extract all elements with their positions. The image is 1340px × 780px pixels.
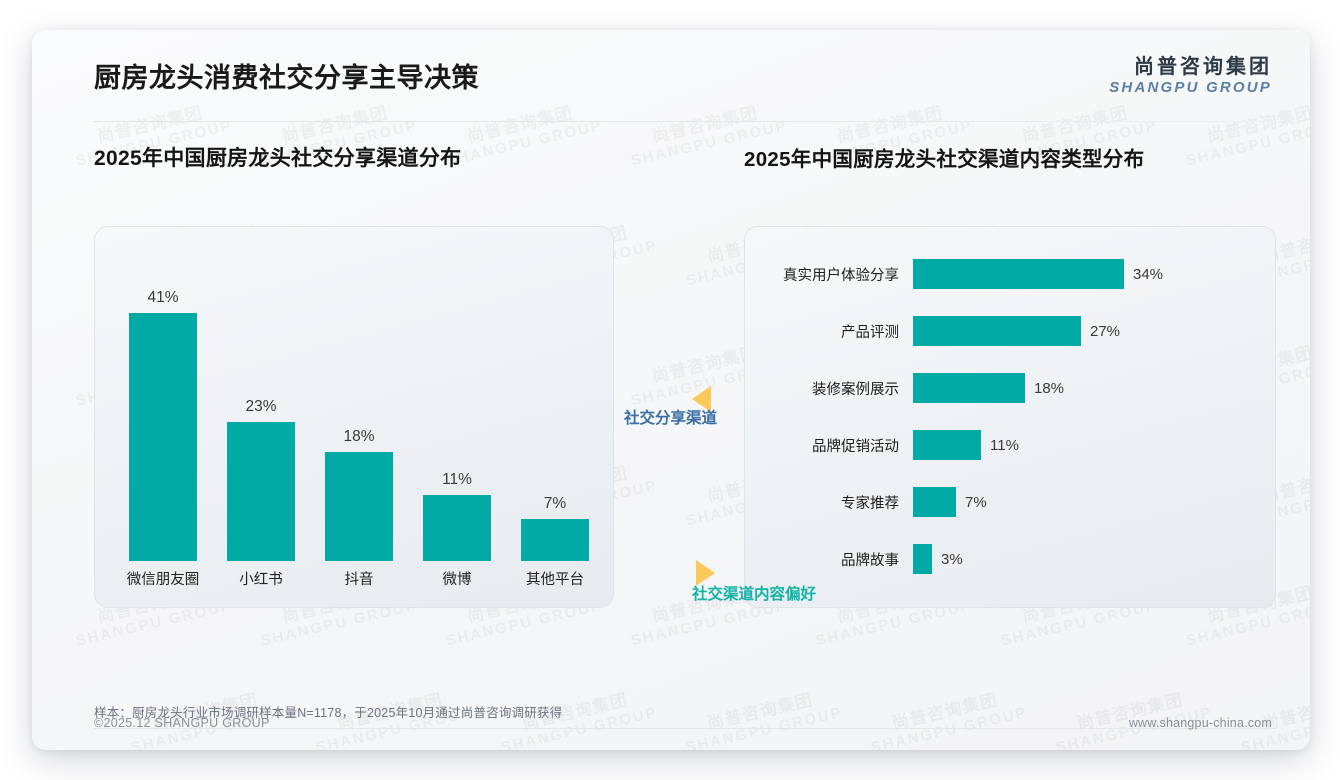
footer-copyright: ©2025.12 SHANGPU GROUP xyxy=(94,716,270,730)
bar-row: 品牌故事 3% xyxy=(745,544,1275,574)
logo-english-text: SHANGPU GROUP xyxy=(1109,79,1272,96)
annotation-label-2: 社交渠道内容偏好 xyxy=(692,586,817,603)
vertical-bar-chart: 41% 微信朋友圈 23% 小红书 18% 抖音 11% 微博 7% 其他平台 xyxy=(111,227,601,607)
bar-rect[interactable] xyxy=(913,544,932,574)
triangle-right-icon xyxy=(696,560,715,586)
bar-category-label: 微博 xyxy=(442,572,472,588)
bar-value-label: 41% xyxy=(147,289,179,306)
right-chart-title: 2025年中国厨房龙头社交渠道内容类型分布 xyxy=(744,148,1145,171)
annotation-social-channel: 社交分享渠道 xyxy=(624,386,717,428)
annotation-label-1: 社交分享渠道 xyxy=(624,410,718,427)
bar-row: 产品评测 27% xyxy=(745,316,1275,346)
bar-value-label: 7% xyxy=(965,493,987,511)
bar-category-label: 其他平台 xyxy=(526,572,584,588)
bar-value-label: 7% xyxy=(543,495,567,512)
bar-column: 41% xyxy=(129,289,197,561)
bar-value-label: 18% xyxy=(343,428,375,445)
bar-category-label: 产品评测 xyxy=(841,324,899,341)
left-chart-column: 2025年中国厨房龙头社交分享渠道分布 41% 微信朋友圈 23% 小红书 18% 抖音 1… xyxy=(94,142,614,608)
bar-row: 真实用户体验分享 34% xyxy=(745,259,1275,289)
bar-category-label: 品牌故事 xyxy=(841,552,899,569)
bar-rect[interactable] xyxy=(913,487,956,517)
bar-column: 18% xyxy=(325,428,393,561)
bar-category-label: 专家推荐 xyxy=(841,495,899,512)
bar-value-label: 34% xyxy=(1133,265,1164,283)
bar-row: 装修案例展示 18% xyxy=(745,373,1275,403)
bar-value-label: 3% xyxy=(941,550,963,568)
bar-value-label: 11% xyxy=(442,471,472,488)
bar-value-label: 23% xyxy=(245,398,277,415)
bar-column: 23% xyxy=(227,398,295,561)
bar-category-label: 微信朋友圈 xyxy=(126,572,200,588)
bar-rect[interactable] xyxy=(913,259,1124,289)
triangle-left-icon xyxy=(692,386,711,412)
slide-header: 厨房龙头消费社交分享主导决策 尚普咨询集团 SHANGPU GROUP xyxy=(32,30,1310,122)
logo-chinese-text: 尚普咨询集团 xyxy=(1134,56,1272,78)
sample-note: 样本：厨房龙头行业市场调研样本量N=1178，于2025年10月通过尚普咨询调研… xyxy=(94,706,563,720)
slide-footer: ©2025.12 SHANGPU GROUP www.shangpu-china… xyxy=(32,708,1310,750)
bar-value-label: 27% xyxy=(1090,322,1121,340)
bar-value-label: 11% xyxy=(990,436,1019,454)
bar-column: 7% xyxy=(521,495,589,561)
footer-website[interactable]: www.shangpu-china.com xyxy=(1128,716,1272,730)
bar-rect[interactable] xyxy=(325,452,393,561)
brand-logo: 尚普咨询集团 SHANGPU GROUP xyxy=(1109,56,1272,97)
horizontal-bar-chart: 真实用户体验分享 34% 产品评测 27% 装修案例展示 18% 品牌促销活动 11% 专家推荐… xyxy=(745,227,1275,607)
bar-value-label: 18% xyxy=(1034,379,1065,397)
bar-rect[interactable] xyxy=(913,430,981,460)
bar-category-label: 装修案例展示 xyxy=(812,381,899,398)
bar-rect[interactable] xyxy=(129,313,197,561)
annotation-content-preference: 社交渠道内容偏好 xyxy=(692,560,816,604)
bar-category-label: 抖音 xyxy=(344,572,374,588)
page-title: 厨房龙头消费社交分享主导决策 xyxy=(94,63,479,93)
left-chart-card: 41% 微信朋友圈 23% 小红书 18% 抖音 11% 微博 7% 其他平台 xyxy=(94,226,614,608)
bar-category-label: 小红书 xyxy=(239,572,283,588)
bar-row: 品牌促销活动 11% xyxy=(745,430,1275,460)
bar-rect[interactable] xyxy=(913,316,1081,346)
bar-row: 专家推荐 7% xyxy=(745,487,1275,517)
bar-column: 11% xyxy=(423,471,491,561)
header-divider xyxy=(94,121,1276,122)
left-chart-title: 2025年中国厨房龙头社交分享渠道分布 xyxy=(94,147,462,170)
bar-rect[interactable] xyxy=(423,495,491,561)
bar-category-label: 品牌促销活动 xyxy=(812,438,899,455)
right-chart-card: 真实用户体验分享 34% 产品评测 27% 装修案例展示 18% 品牌促销活动 11% 专家推荐… xyxy=(744,226,1276,608)
note-divider xyxy=(94,728,1276,729)
bar-rect[interactable] xyxy=(521,519,589,561)
bar-rect[interactable] xyxy=(913,373,1025,403)
right-chart-column: 2025年中国厨房龙头社交渠道内容类型分布 真实用户体验分享 34% 产品评测 27%… xyxy=(744,142,1276,608)
bar-rect[interactable] xyxy=(227,422,295,561)
bar-category-label: 真实用户体验分享 xyxy=(783,267,899,284)
